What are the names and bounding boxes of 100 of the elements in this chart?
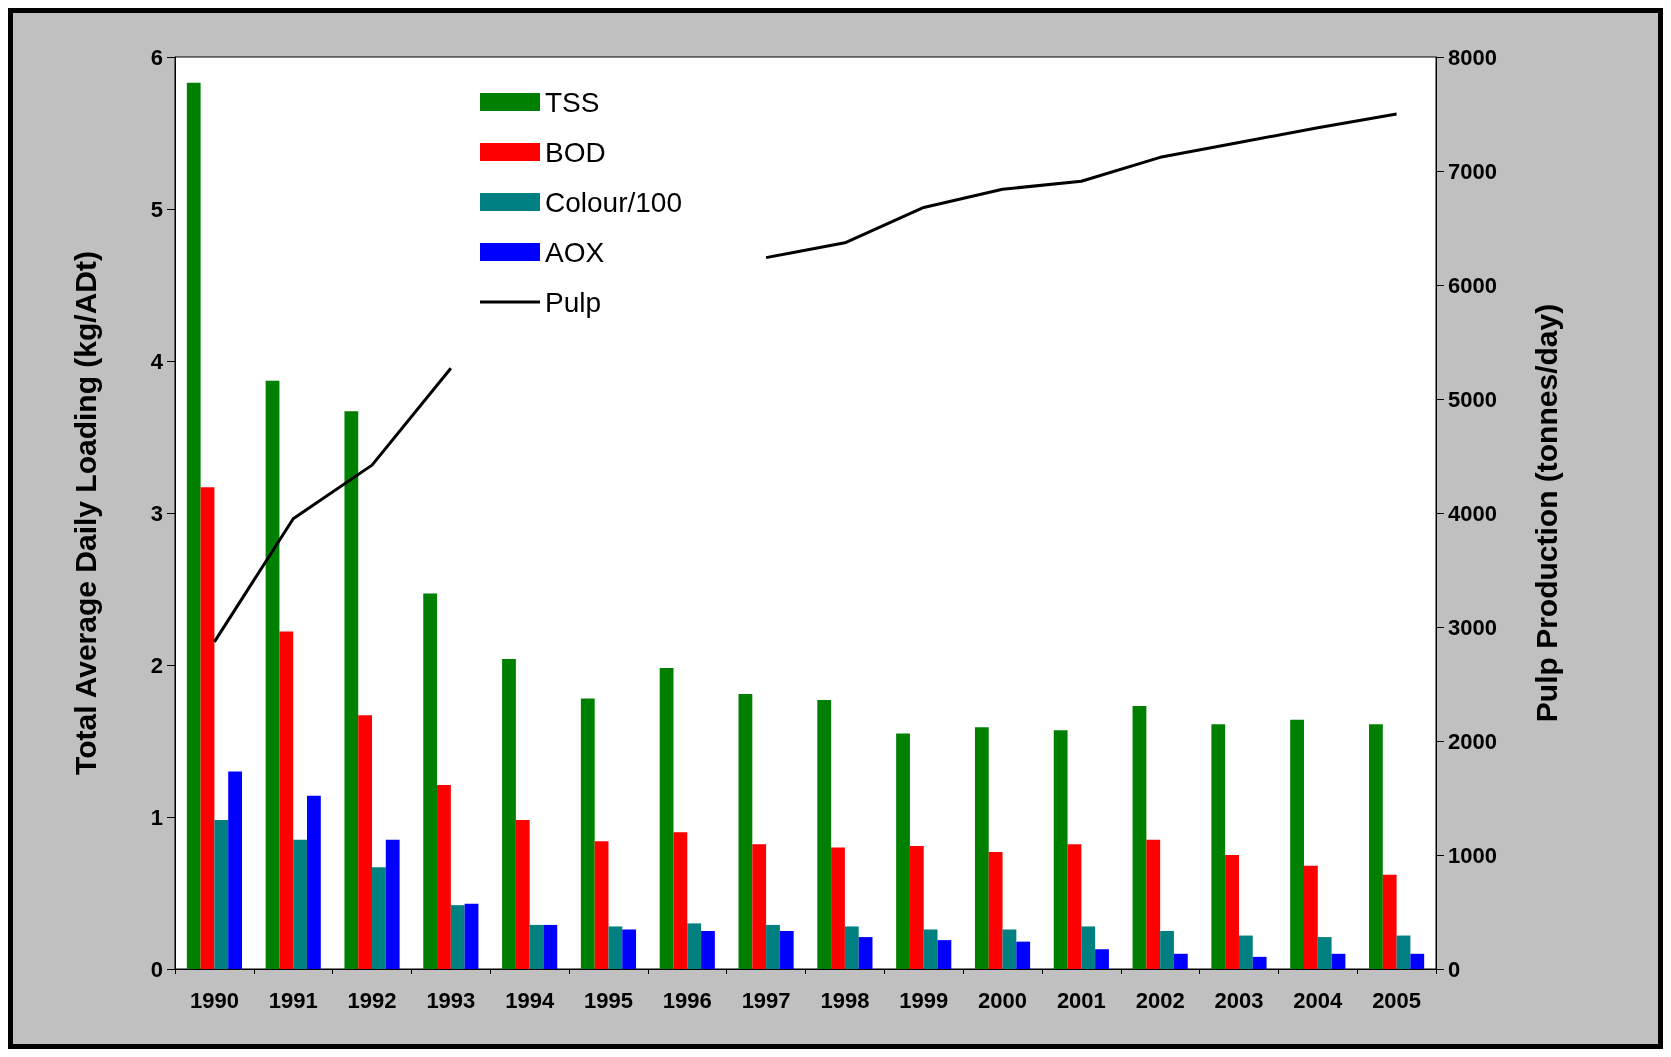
bar — [1238, 935, 1253, 969]
bar — [1252, 956, 1267, 969]
x-tick-label: 2002 — [1135, 987, 1185, 1013]
bar — [1225, 855, 1239, 969]
bar — [1173, 953, 1188, 969]
bar — [844, 926, 859, 969]
bar — [1290, 719, 1304, 969]
bar — [1331, 953, 1346, 969]
bar — [307, 795, 321, 969]
legend-label: Colour/100 — [545, 186, 682, 218]
bar — [385, 839, 400, 969]
x-tick-label: 1993 — [426, 987, 476, 1013]
x-tick-label: 1992 — [347, 987, 397, 1013]
bar — [1067, 844, 1082, 969]
bar — [200, 487, 215, 969]
bar — [529, 924, 544, 969]
x-tick-label: 2003 — [1214, 987, 1264, 1013]
bar — [1396, 935, 1411, 969]
x-tick-label: 1999 — [899, 987, 949, 1013]
bar — [858, 937, 873, 969]
x-tick-label: 1991 — [268, 987, 318, 1013]
y2-tick-label: 7000 — [1448, 158, 1497, 184]
bar — [1410, 953, 1425, 969]
bar — [687, 923, 702, 969]
y-tick-label: 4 — [150, 348, 164, 374]
bar — [738, 693, 753, 969]
bar — [831, 847, 845, 969]
x-tick-label: 1994 — [505, 987, 555, 1013]
y-tick-label: 6 — [150, 44, 163, 70]
y2-tick-label: 3000 — [1448, 614, 1497, 640]
bar — [293, 839, 308, 969]
bar — [1317, 937, 1332, 969]
x-tick-label: 1995 — [583, 987, 633, 1013]
y-tick-label: 0 — [150, 956, 163, 982]
x-tick-label: 2000 — [978, 987, 1028, 1013]
y2-tick-label: 6000 — [1448, 272, 1497, 298]
bar — [423, 593, 438, 969]
bar — [502, 658, 516, 969]
y-axis-title: Total Average Daily Loading (kg/ADt) — [68, 251, 102, 775]
bar — [608, 926, 623, 969]
bar — [896, 733, 910, 969]
bar — [779, 931, 794, 969]
bar — [1303, 865, 1318, 969]
x-tick-label: 2004 — [1293, 987, 1344, 1013]
legend-label: TSS — [545, 86, 600, 118]
bar — [279, 631, 294, 969]
bar — [1095, 949, 1109, 969]
y2-tick-label: 2000 — [1448, 728, 1497, 754]
legend-label: Pulp — [545, 286, 602, 318]
legend-label: AOX — [545, 236, 605, 268]
bar — [515, 820, 530, 969]
bar — [1053, 730, 1068, 969]
bar — [1081, 926, 1096, 969]
legend-label: BOD — [545, 136, 606, 168]
y2-tick-label: 5000 — [1448, 386, 1497, 412]
bar — [464, 903, 479, 969]
bar — [1382, 874, 1397, 969]
y2-tick-label: 4000 — [1448, 500, 1497, 526]
bar — [923, 929, 938, 969]
y2-tick-label: 0 — [1448, 956, 1461, 982]
bar — [228, 771, 242, 969]
y2-tick-label: 8000 — [1448, 44, 1497, 70]
bar — [659, 668, 674, 969]
x-tick-label: 1996 — [662, 987, 712, 1013]
y-tick-label: 2 — [150, 652, 163, 678]
bar — [701, 931, 715, 969]
x-tick-label: 2001 — [1056, 987, 1106, 1013]
bar — [1016, 941, 1031, 969]
y2-tick-label: 1000 — [1448, 842, 1497, 868]
x-tick-label: 2005 — [1372, 987, 1422, 1013]
x-tick-label: 1990 — [189, 987, 239, 1013]
bar — [265, 380, 280, 969]
bar — [358, 715, 373, 969]
bar — [1211, 724, 1226, 969]
bar — [909, 845, 924, 969]
bar — [214, 820, 229, 969]
bar — [186, 82, 201, 969]
bar — [580, 698, 595, 969]
bar — [673, 832, 688, 969]
bar — [766, 924, 780, 969]
bar — [1160, 931, 1174, 969]
y-tick-label: 5 — [150, 196, 163, 222]
bar — [752, 844, 767, 969]
bar — [622, 929, 637, 969]
x-tick-label: 1998 — [820, 987, 870, 1013]
bar — [437, 785, 451, 969]
bar — [974, 727, 989, 969]
y2-axis-title: Pulp Production (tonnes/day) — [1529, 303, 1563, 723]
x-tick-label: 1997 — [741, 987, 791, 1013]
bar — [344, 411, 359, 969]
bar — [937, 940, 952, 969]
bar — [817, 699, 832, 969]
bar — [988, 851, 1003, 969]
y-tick-label: 3 — [150, 500, 163, 526]
bar — [450, 905, 465, 969]
bar — [372, 867, 386, 969]
bar — [1146, 839, 1161, 969]
bar — [543, 924, 558, 969]
bar — [1002, 929, 1017, 969]
y-tick-label: 1 — [150, 804, 163, 830]
